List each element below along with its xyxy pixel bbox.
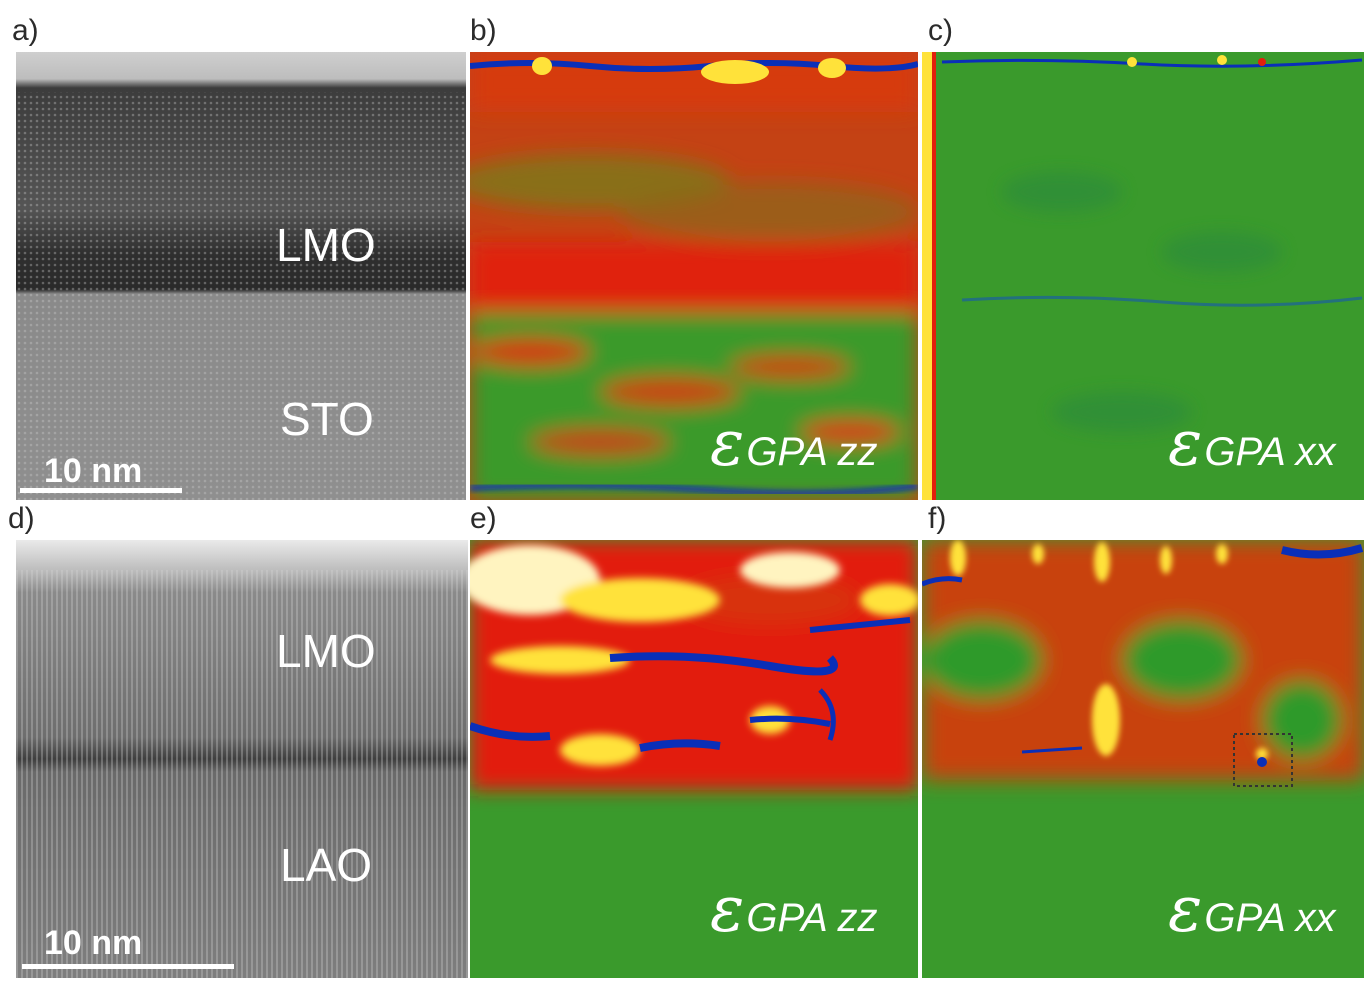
panel-label-f: f) [928,502,947,535]
layer-label-lmo: LMO [276,625,376,677]
scale-bar-label: 10 nm [44,452,143,490]
scale-bar [20,488,182,493]
scale-bar-label: 10 nm [44,924,143,962]
layer-label-lao: LAO [280,839,373,891]
tem-image-d: LMO LAO 10 nm [16,540,468,978]
panel-label-b: b) [470,14,497,47]
tem-image-a: LMO STO 10 nm [16,52,466,500]
layer-label-lmo: LMO [276,219,376,271]
panel-label-e: e) [470,502,497,535]
strain-label-zz-e: εGPA zz [710,873,878,947]
layer-label-sto: STO [280,393,374,445]
strain-map-f: εGPA xx [922,540,1364,978]
strain-map-e: εGPA zz [470,540,918,978]
panel-label-a: a) [12,14,39,47]
panel-label-d: d) [8,502,35,535]
scale-bar [22,964,234,969]
panel-label-c: c) [928,14,953,47]
strain-label-xx-f: εGPA xx [1168,873,1336,947]
strain-label-xx-c: εGPA xx [1168,407,1336,481]
strain-map-b: εGPA zz [470,52,918,500]
strain-label-zz-b: εGPA zz [710,407,878,481]
strain-map-c: εGPA xx [922,52,1364,500]
